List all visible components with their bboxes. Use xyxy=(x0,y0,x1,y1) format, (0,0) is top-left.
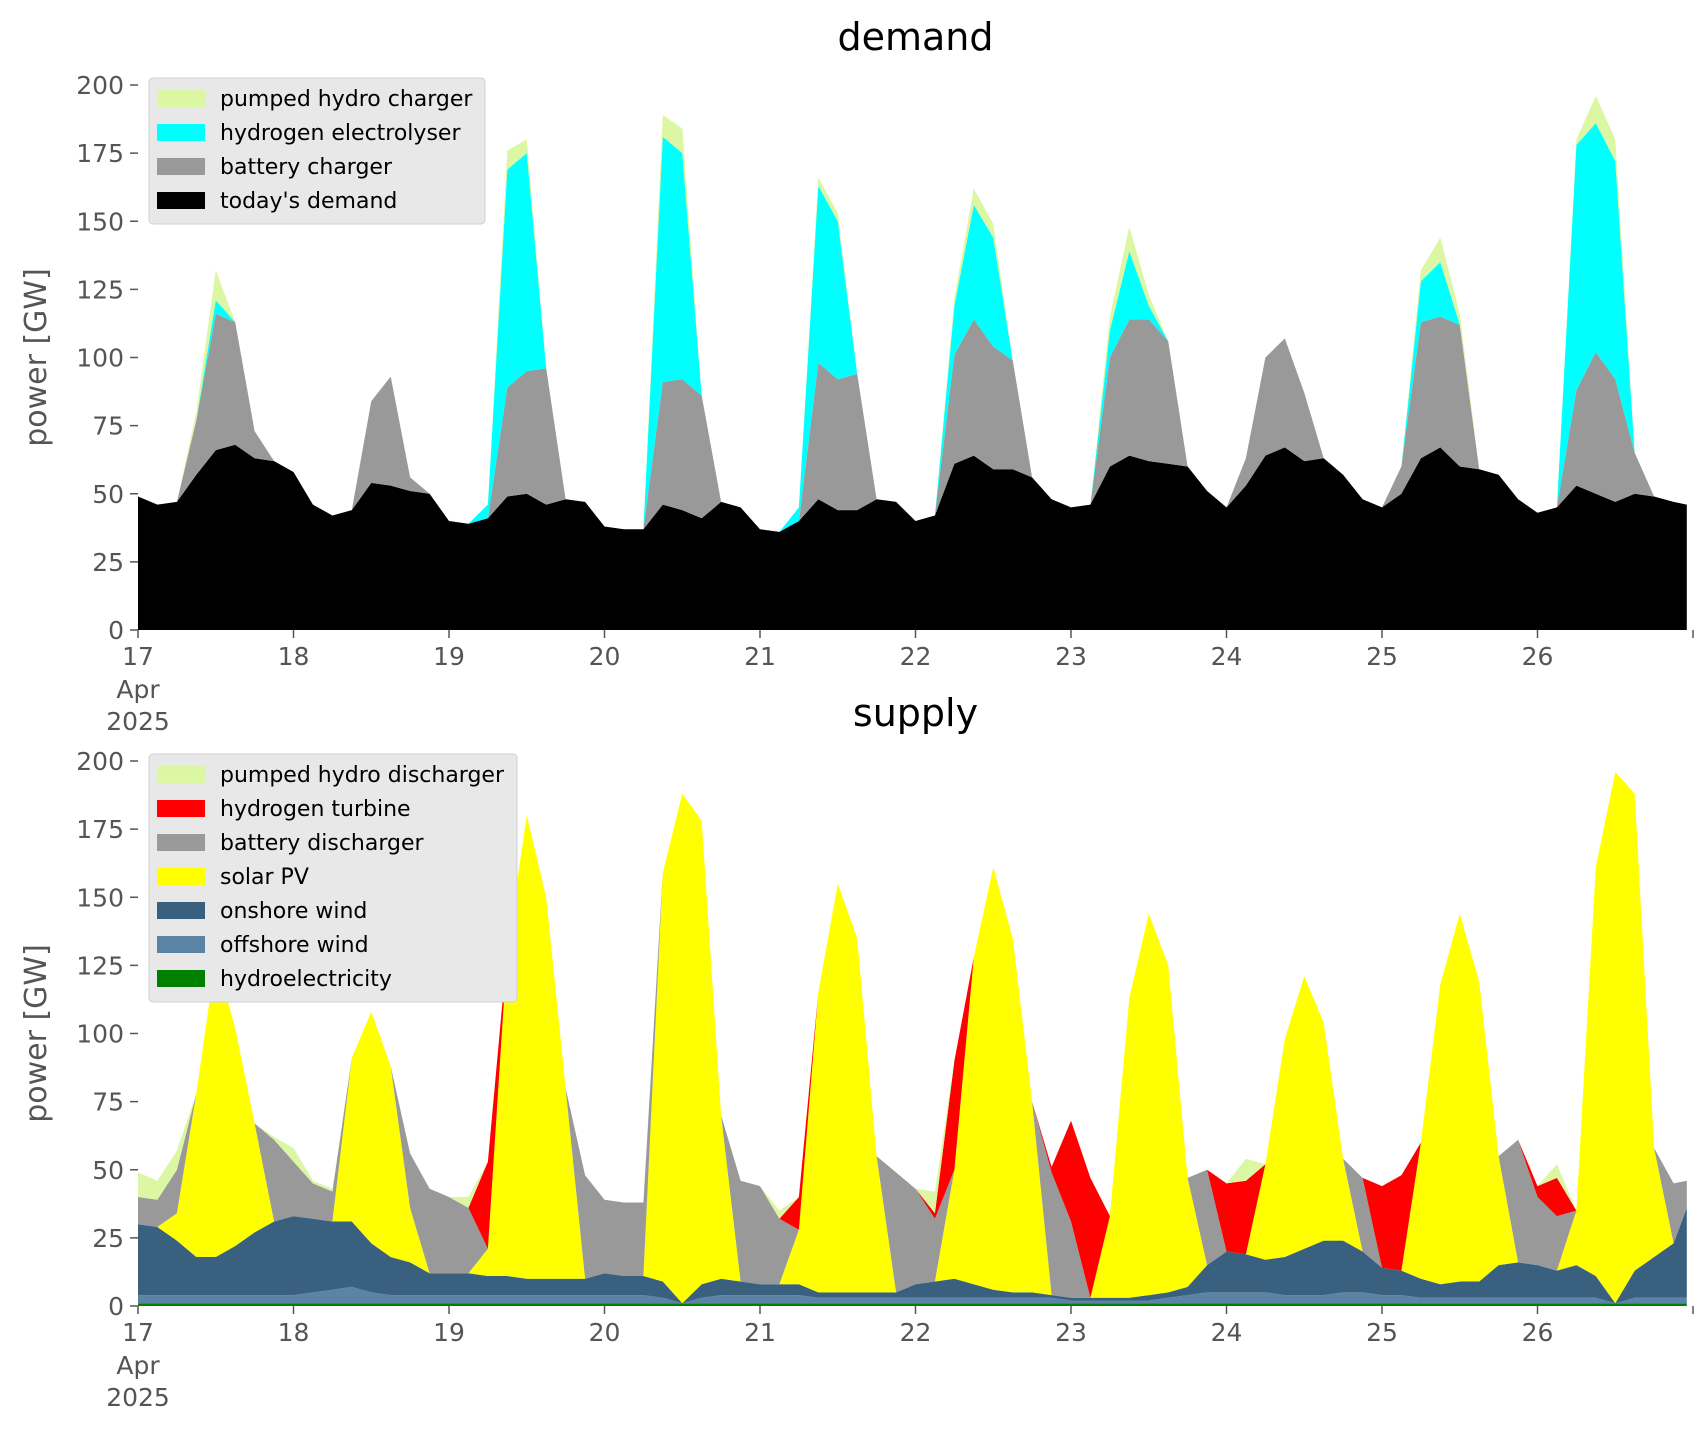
y-tick-label: 0 xyxy=(108,1292,124,1321)
supply-legend: pumped hydro discharger hydrogen turbine b… xyxy=(148,753,518,1003)
x-tick-label: 26 xyxy=(1522,1318,1554,1347)
legend-label-battery-discharger: battery discharger xyxy=(220,831,425,856)
x-tick-sublabel: 2025 xyxy=(106,707,170,736)
y-tick-label: 0 xyxy=(108,616,124,645)
x-tick-label: 23 xyxy=(1055,642,1087,671)
hydroelectricity-area xyxy=(138,1303,1687,1306)
legend-swatch-onshore-wind xyxy=(157,902,205,919)
y-tick-label: 75 xyxy=(92,1088,124,1117)
supply-title: supply xyxy=(853,691,978,735)
y-tick-label: 125 xyxy=(76,951,124,980)
x-tick-label: 22 xyxy=(900,1318,932,1347)
x-tick-label: 17 xyxy=(122,642,154,671)
y-tick-label: 175 xyxy=(76,139,124,168)
legend-swatch-pumped-hydro-discharger xyxy=(157,766,205,783)
demand-panel: 0 25 50 75 100 125 150 175 200 17 Apr 2025 18 19 20 21 2… xyxy=(19,15,1694,736)
legend-swatch-offshore-wind xyxy=(157,936,205,953)
y-tick-label: 50 xyxy=(92,1156,124,1185)
y-tick-label: 50 xyxy=(92,480,124,509)
x-tick-label: 20 xyxy=(589,642,621,671)
legend-label-hydroelectricity: hydroelectricity xyxy=(220,967,392,992)
y-tick-label: 200 xyxy=(76,71,124,100)
demand-areas xyxy=(138,95,1687,630)
demand-title: demand xyxy=(837,15,993,59)
supply-areas xyxy=(138,771,1687,1306)
x-tick-label: 17 xyxy=(122,1318,154,1347)
legend-label-pumped-hydro-charger: pumped hydro charger xyxy=(220,87,473,112)
x-tick-label: 26 xyxy=(1522,642,1554,671)
y-tick-label: 150 xyxy=(76,207,124,236)
y-tick-label: 75 xyxy=(92,412,124,441)
legend-label-pumped-hydro-discharger: pumped hydro discharger xyxy=(220,763,505,788)
today-s-demand-area xyxy=(138,444,1687,630)
legend-label-solar-pv: solar PV xyxy=(220,865,309,890)
y-tick-label: 25 xyxy=(92,548,124,577)
x-tick-label: 20 xyxy=(589,1318,621,1347)
x-tick-sublabel: Apr xyxy=(116,1351,160,1380)
x-tick-label: 19 xyxy=(433,1318,465,1347)
solar-pv-area xyxy=(138,771,1687,1304)
x-tick-label: 24 xyxy=(1211,1318,1243,1347)
x-tick-label: 23 xyxy=(1055,1318,1087,1347)
battery-discharger-area xyxy=(138,771,1687,1298)
x-tick-sublabel: 2025 xyxy=(106,1383,170,1412)
legend-swatch-hydrogen-turbine xyxy=(157,800,205,817)
hydrogen-electrolyser-area xyxy=(138,123,1687,532)
legend-label-hydrogen-turbine: hydrogen turbine xyxy=(220,797,411,822)
y-tick-label: 200 xyxy=(76,747,124,776)
legend-swatch-solar-pv xyxy=(157,868,205,885)
x-tick-label: 25 xyxy=(1366,1318,1398,1347)
demand-y-axis-label: power [GW] xyxy=(19,268,54,447)
y-tick-label: 100 xyxy=(76,1020,124,1049)
legend-swatch-battery-charger xyxy=(157,158,205,175)
legend-swatch-battery-discharger xyxy=(157,834,205,851)
legend-swatch-hydrogen-electrolyser xyxy=(157,124,205,141)
legend-label-offshore-wind: offshore wind xyxy=(220,933,369,958)
legend-swatch-pumped-hydro-charger xyxy=(157,90,205,107)
y-tick-label: 175 xyxy=(76,815,124,844)
x-tick-label: 24 xyxy=(1211,642,1243,671)
legend-frame xyxy=(148,77,486,225)
legend-frame xyxy=(148,753,518,1003)
x-tick-label: 18 xyxy=(278,1318,310,1347)
supply-y-axis-label: power [GW] xyxy=(19,944,54,1123)
x-tick-label: 21 xyxy=(744,1318,776,1347)
x-tick-sublabel: Apr xyxy=(116,675,160,704)
legend-label-hydrogen-electrolyser: hydrogen electrolyser xyxy=(220,121,461,146)
onshore-wind-area xyxy=(138,1207,1687,1304)
legend-swatch-hydroelectricity xyxy=(157,970,205,987)
y-tick-label: 150 xyxy=(76,883,124,912)
demand-legend: pumped hydro charger hydrogen electrolyse… xyxy=(148,77,486,225)
legend-label-today-s-demand: today's demand xyxy=(220,189,397,214)
offshore-wind-area xyxy=(138,1286,1687,1304)
supply-axes: 0 25 50 75 100 125 150 175 200 17 Apr 2025 18 19 20 21 2… xyxy=(76,747,1694,1412)
x-tick-label: 25 xyxy=(1366,642,1398,671)
legend-label-battery-charger: battery charger xyxy=(220,155,393,180)
x-tick-label: 22 xyxy=(900,642,932,671)
y-tick-label: 100 xyxy=(76,344,124,373)
x-tick-label: 19 xyxy=(433,642,465,671)
legend-swatch-today-s-demand xyxy=(157,192,205,209)
battery-charger-area xyxy=(138,313,1687,532)
demand-axes: 0 25 50 75 100 125 150 175 200 17 Apr 2025 18 19 20 21 2… xyxy=(76,71,1694,736)
y-tick-label: 25 xyxy=(92,1224,124,1253)
supply-panel: 0 25 50 75 100 125 150 175 200 17 Apr 2025 18 19 20 21 2… xyxy=(19,691,1694,1412)
x-tick-label: 21 xyxy=(744,642,776,671)
x-tick-label: 18 xyxy=(278,642,310,671)
legend-label-onshore-wind: onshore wind xyxy=(220,899,367,924)
y-tick-label: 125 xyxy=(76,275,124,304)
